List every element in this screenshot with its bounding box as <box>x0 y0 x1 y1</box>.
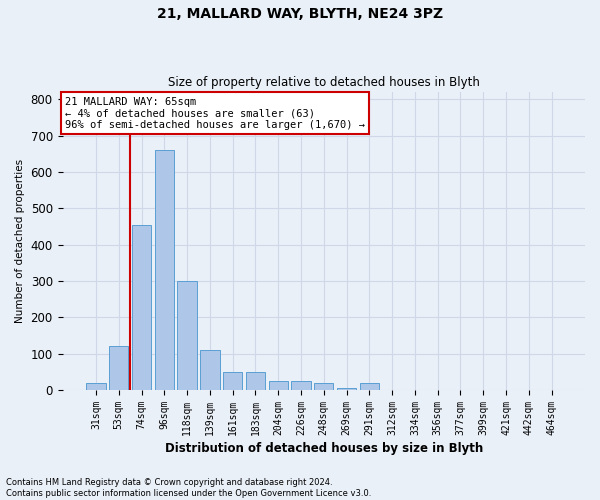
Title: Size of property relative to detached houses in Blyth: Size of property relative to detached ho… <box>168 76 480 90</box>
Bar <box>223 372 242 390</box>
Bar <box>86 383 106 390</box>
Bar <box>269 381 288 390</box>
Bar <box>178 281 197 390</box>
Bar <box>246 372 265 390</box>
Text: Contains HM Land Registry data © Crown copyright and database right 2024.
Contai: Contains HM Land Registry data © Crown c… <box>6 478 371 498</box>
Bar <box>132 224 151 390</box>
Y-axis label: Number of detached properties: Number of detached properties <box>15 159 25 323</box>
Bar <box>292 381 311 390</box>
Bar <box>314 383 334 390</box>
Text: 21, MALLARD WAY, BLYTH, NE24 3PZ: 21, MALLARD WAY, BLYTH, NE24 3PZ <box>157 8 443 22</box>
Bar <box>109 346 128 390</box>
Bar <box>359 383 379 390</box>
Bar <box>200 350 220 390</box>
Bar <box>155 150 174 390</box>
X-axis label: Distribution of detached houses by size in Blyth: Distribution of detached houses by size … <box>164 442 483 455</box>
Text: 21 MALLARD WAY: 65sqm
← 4% of detached houses are smaller (63)
96% of semi-detac: 21 MALLARD WAY: 65sqm ← 4% of detached h… <box>65 96 365 130</box>
Bar <box>337 388 356 390</box>
